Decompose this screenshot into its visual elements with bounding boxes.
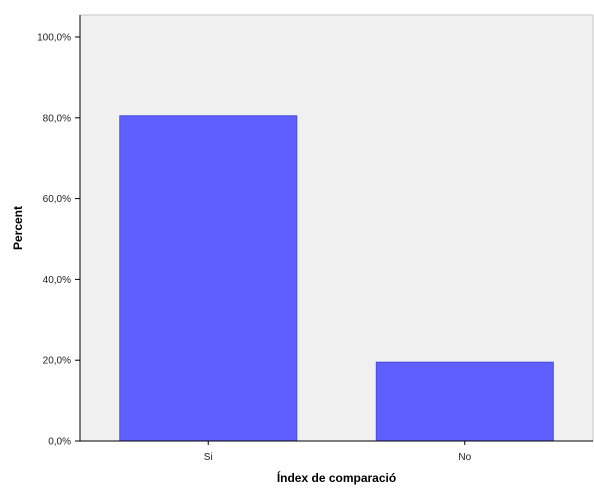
y-tick-label: 100,0%	[37, 33, 71, 44]
ticks-layer: Si No 0,0% 20,0% 40,0% 60,0% 80,0% 100,0%	[37, 33, 471, 464]
y-tick-label: 40,0%	[43, 275, 71, 286]
y-tick-label: 20,0%	[43, 356, 71, 367]
bar-si	[119, 115, 298, 442]
x-tick-label: Si	[204, 452, 213, 463]
y-tick-label: 60,0%	[43, 194, 71, 205]
bars-layer	[119, 115, 554, 442]
x-axis-title: Índex de comparació	[277, 470, 396, 485]
bar-no	[375, 361, 554, 442]
y-tick-label: 0,0%	[48, 437, 71, 448]
y-tick-label: 80,0%	[43, 113, 71, 124]
x-tick-label: No	[458, 452, 471, 463]
y-axis-title: Percent	[11, 206, 25, 250]
